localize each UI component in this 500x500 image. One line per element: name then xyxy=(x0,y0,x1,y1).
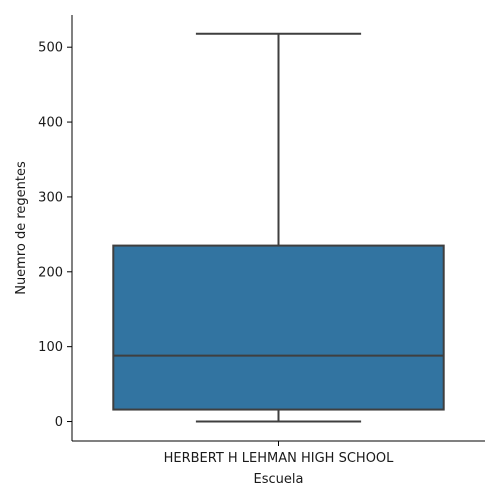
box-series xyxy=(112,32,445,423)
y-axis-ticks: 0 100 200 300 400 500 xyxy=(38,41,72,430)
y-tick-label: 300 xyxy=(38,190,63,205)
box-group xyxy=(112,32,445,423)
y-tick-label: 500 xyxy=(38,41,63,56)
x-axis-ticks: HERBERT H LEHMAN HIGH SCHOOL xyxy=(164,441,395,466)
y-tick-label: 400 xyxy=(38,116,63,131)
x-axis-title: Escuela xyxy=(254,472,304,487)
y-tick-label: 200 xyxy=(38,265,63,280)
y-axis-title: Nuemro de regentes xyxy=(14,161,29,295)
plot-area: 0 100 200 300 400 500 HERBERT H LEHMAN HIGH S… xyxy=(38,15,485,466)
y-tick-label: 0 xyxy=(55,415,63,430)
box-iqr xyxy=(112,244,445,411)
x-tick-label: HERBERT H LEHMAN HIGH SCHOOL xyxy=(164,451,395,466)
y-tick-label: 100 xyxy=(38,340,63,355)
